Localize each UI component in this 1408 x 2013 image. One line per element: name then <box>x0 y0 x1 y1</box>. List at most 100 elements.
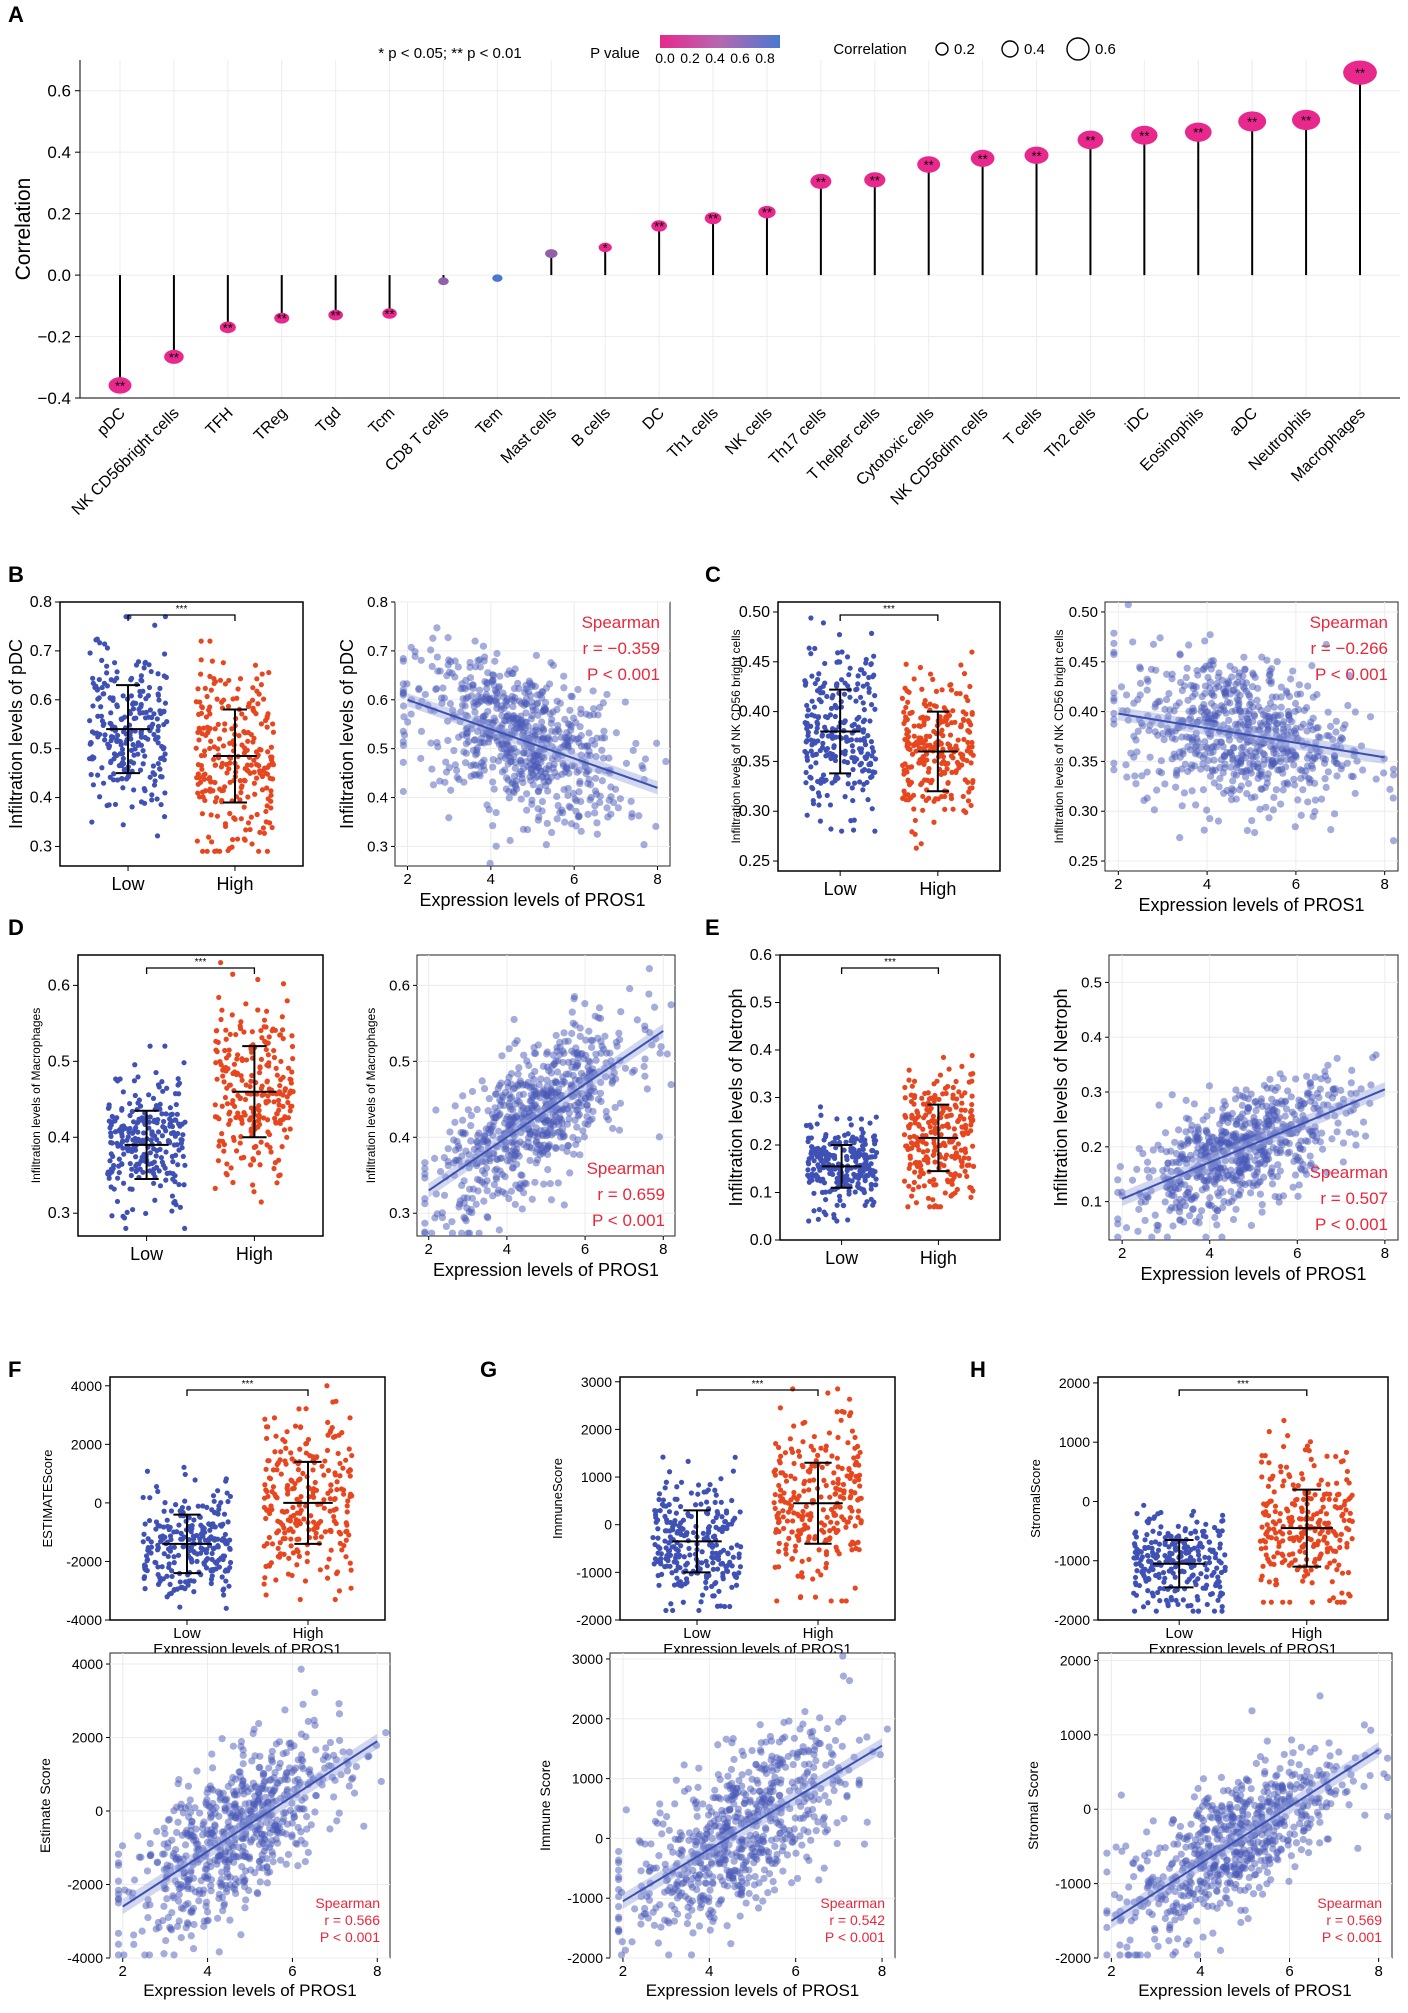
scatter-point <box>1110 697 1118 705</box>
scatter-point <box>1153 786 1161 794</box>
scatter-point <box>1344 701 1352 710</box>
scatter-point <box>1160 736 1168 744</box>
lollipop-dot <box>274 312 290 324</box>
scatter-point <box>475 686 484 694</box>
significance-stars: *** <box>884 957 896 968</box>
scatter-point <box>464 1106 472 1114</box>
high-point <box>287 1090 293 1096</box>
scatter-point <box>1211 712 1219 720</box>
high-point <box>956 1089 962 1095</box>
scatter-point <box>1322 640 1330 649</box>
scatter-point <box>1332 728 1340 736</box>
scatter-point <box>490 1180 498 1189</box>
scatter-point <box>446 1128 454 1136</box>
low-point <box>810 1166 817 1172</box>
low-point <box>141 1130 147 1136</box>
group-high-label: High <box>920 1248 957 1268</box>
scatter-point <box>1247 1189 1255 1197</box>
low-point <box>98 704 104 710</box>
x-tick-label: 6 <box>1293 1245 1301 1262</box>
scatter-point <box>559 1058 567 1067</box>
scatter-point <box>1291 823 1299 831</box>
scatter-point <box>1202 662 1210 670</box>
scatter-point <box>1389 765 1398 773</box>
low-point <box>133 700 139 706</box>
scatter-point <box>496 672 504 680</box>
high-point <box>914 1109 921 1116</box>
high-point <box>206 707 212 713</box>
scatter-point <box>511 1200 519 1209</box>
scatter-point <box>527 1144 535 1152</box>
scatter-point <box>1366 713 1375 721</box>
scatter-point <box>533 1156 542 1164</box>
scatter-point <box>436 777 444 785</box>
high-point <box>961 1155 967 1161</box>
scatter-point <box>1292 724 1300 733</box>
scatter-point <box>615 1029 623 1037</box>
scatter-point <box>451 657 459 665</box>
scatter-point <box>483 680 491 688</box>
high-point <box>221 727 228 733</box>
scatter-point <box>566 706 574 714</box>
high-point <box>258 1139 264 1145</box>
scatter-point <box>504 1113 512 1121</box>
low-point <box>108 721 114 727</box>
low-point <box>868 1161 874 1167</box>
scatter-point <box>1263 656 1271 664</box>
scatter-point <box>1321 1067 1329 1076</box>
low-point <box>119 1123 125 1130</box>
high-point <box>919 756 925 762</box>
low-point <box>99 657 105 663</box>
scatter-point <box>530 1043 538 1052</box>
scatter-point <box>467 762 475 770</box>
y-tick-label: 0.7 <box>367 643 388 660</box>
low-point <box>149 1131 155 1138</box>
scatter-point <box>547 1069 556 1077</box>
low-point <box>861 717 868 723</box>
scatter-point <box>458 1116 467 1124</box>
high-point <box>252 791 258 797</box>
low-point <box>827 1189 833 1195</box>
high-point <box>916 1184 922 1190</box>
scatter-point <box>564 1141 572 1150</box>
low-point <box>147 1043 153 1049</box>
high-point <box>241 1029 247 1035</box>
scatter-point <box>455 1144 463 1152</box>
low-point <box>815 676 821 683</box>
lollipop-dot <box>598 242 612 253</box>
high-point <box>266 669 272 676</box>
low-point <box>182 1225 188 1232</box>
scatter-point <box>488 694 496 702</box>
correlation-size-circle <box>1001 40 1019 58</box>
low-point <box>808 748 814 754</box>
low-point <box>111 1186 117 1192</box>
high-point <box>903 661 909 667</box>
scatter-point <box>1318 1145 1327 1153</box>
high-point <box>907 710 913 716</box>
high-point <box>282 1086 289 1092</box>
low-point <box>169 1153 175 1160</box>
scatter-point <box>1220 751 1228 760</box>
low-point <box>129 1186 135 1192</box>
high-point <box>269 824 275 831</box>
scatter-point <box>462 676 470 684</box>
high-point <box>210 756 217 763</box>
scatter-point <box>474 692 482 700</box>
significance-mark: ** <box>1085 133 1095 148</box>
scatter-point <box>1227 763 1235 771</box>
low-point <box>138 673 144 679</box>
high-point <box>196 737 202 743</box>
high-point <box>241 745 248 751</box>
high-point <box>963 809 969 815</box>
scatter-point <box>444 736 452 745</box>
high-point <box>271 1165 277 1172</box>
low-point <box>807 1122 813 1128</box>
scatter-point <box>484 707 492 716</box>
scatter-point <box>492 842 500 850</box>
high-point <box>221 1148 227 1154</box>
panel-label: E <box>705 915 720 940</box>
scatter-point <box>1243 826 1251 835</box>
scatter-point <box>501 766 509 774</box>
high-point <box>285 1065 292 1071</box>
low-point <box>120 1180 127 1186</box>
